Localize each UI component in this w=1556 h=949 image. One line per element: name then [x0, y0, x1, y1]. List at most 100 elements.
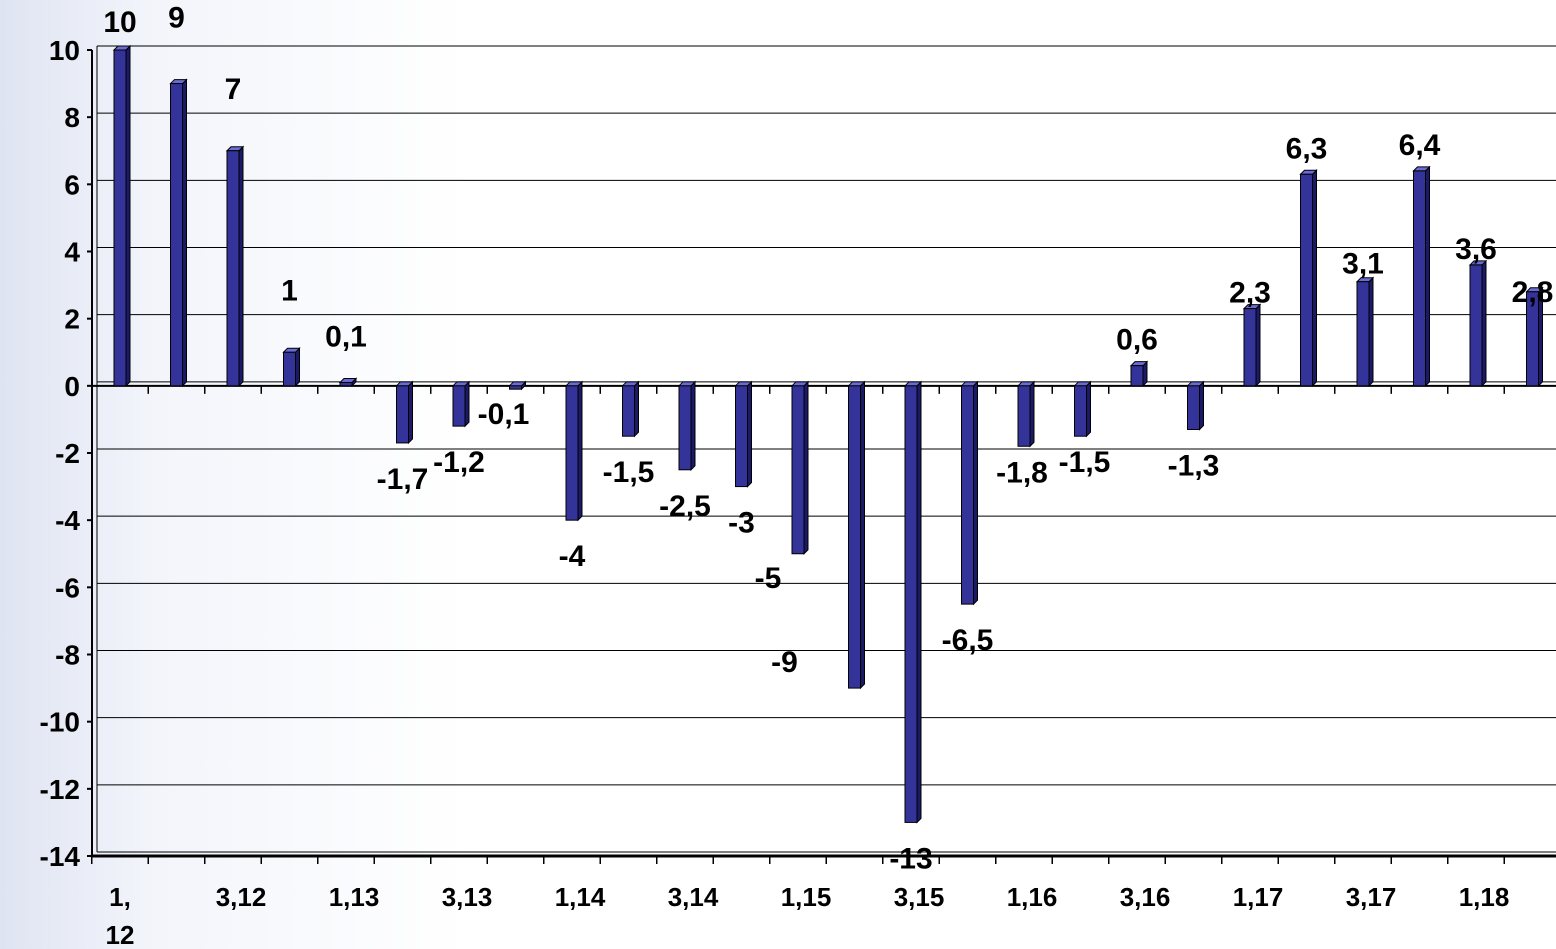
y-tick-label: -8 — [55, 640, 80, 671]
bar — [848, 385, 861, 689]
data-label: 10 — [103, 6, 136, 39]
bar-side — [1312, 169, 1317, 388]
x-tick-label-line: 3,16 — [1120, 882, 1171, 912]
x-tick-label: 1,14 — [555, 882, 606, 912]
bar — [170, 83, 183, 387]
bar — [1074, 385, 1087, 437]
data-label: 7 — [225, 73, 242, 106]
bar — [1300, 173, 1313, 387]
bar — [1017, 385, 1031, 447]
bar-side — [634, 380, 639, 438]
y-tick-label: 6 — [64, 169, 80, 200]
bar-side — [1255, 303, 1261, 388]
y-tick-label: -6 — [55, 572, 80, 603]
bar-side — [973, 380, 978, 606]
x-tick-label-line: 3,13 — [442, 882, 493, 912]
x-tick-label-line: 3,14 — [668, 882, 719, 912]
bar — [904, 385, 918, 823]
data-label: -4 — [559, 540, 586, 573]
data-label: -5 — [755, 562, 782, 595]
data-label: -1,5 — [603, 456, 655, 489]
bar-side — [747, 380, 752, 488]
x-tick-label: 1,13 — [329, 882, 380, 912]
data-label: -2,5 — [659, 490, 711, 523]
bar — [678, 385, 692, 471]
bar — [226, 150, 240, 387]
data-label: -1,2 — [433, 446, 485, 479]
bar — [961, 385, 974, 605]
data-label: -1,7 — [377, 463, 429, 496]
bar — [791, 385, 805, 555]
x-tick-label: 3,13 — [442, 882, 493, 912]
bar-side — [803, 380, 809, 555]
y-tick-label: -4 — [55, 505, 80, 536]
x-tick-label-line: 3,15 — [894, 882, 945, 912]
x-tick-label-line: 1,18 — [1459, 882, 1510, 912]
y-tick-label: 0 — [64, 371, 80, 402]
bar — [1130, 365, 1144, 387]
x-tick-label-line: 1,17 — [1233, 882, 1284, 912]
bar — [1243, 308, 1257, 387]
data-label: 2,3 — [1229, 277, 1271, 310]
bar — [622, 385, 635, 437]
data-label: -3 — [728, 507, 755, 540]
x-tick-label: 3,17 — [1346, 882, 1397, 912]
y-tick-label: 2 — [64, 304, 80, 335]
x-tick-label: 3,15 — [894, 882, 945, 912]
x-tick-label-line: 1,15 — [781, 882, 832, 912]
y-tick-label: 8 — [64, 102, 80, 133]
data-label: -9 — [771, 646, 798, 679]
bar-side — [690, 380, 696, 471]
bar-side — [1086, 380, 1091, 438]
data-label: 6,3 — [1286, 132, 1328, 165]
x-tick-label-line: 1,13 — [329, 882, 380, 912]
x-tick-label-line: 3,17 — [1346, 882, 1397, 912]
bar-side — [916, 380, 922, 824]
bar-side — [1368, 276, 1374, 388]
bar-side — [238, 145, 244, 388]
x-tick-label: 1,15 — [781, 882, 832, 912]
bar — [452, 385, 466, 427]
data-label: -6,5 — [942, 624, 994, 657]
bar — [283, 351, 296, 387]
y-tick-label: 4 — [64, 237, 80, 268]
bar-side — [464, 380, 470, 428]
bar — [113, 49, 127, 387]
x-tick-label: 3,12 — [216, 882, 267, 912]
bar-side — [860, 380, 865, 690]
x-tick-label-line: 1, — [109, 882, 131, 912]
x-tick-label: 1, 12 — [106, 882, 135, 949]
bar — [396, 385, 409, 444]
bar-side — [1425, 165, 1430, 388]
x-tick-label: 3,14 — [668, 882, 719, 912]
bar-side — [408, 380, 413, 445]
data-label: 3,1 — [1342, 248, 1384, 281]
bar — [1187, 385, 1200, 430]
x-tick-label: 1,18 — [1459, 882, 1510, 912]
bar — [1526, 291, 1539, 387]
data-label: -1,8 — [996, 456, 1048, 489]
x-tick-label-line: 12 — [106, 920, 135, 949]
bar — [339, 381, 353, 387]
data-label: 0,1 — [325, 320, 367, 353]
y-tick-label: -14 — [40, 841, 81, 872]
bar-side — [182, 78, 187, 388]
x-tick-label: 1,17 — [1233, 882, 1284, 912]
bar-side — [1029, 380, 1035, 448]
y-tick-label: -10 — [40, 707, 80, 738]
data-label: 0,6 — [1116, 324, 1158, 357]
x-tick-label-line: 3,12 — [216, 882, 267, 912]
bar-side — [1481, 259, 1487, 388]
data-label: -1,3 — [1168, 449, 1220, 482]
y-tick-label: 10 — [49, 35, 80, 66]
data-label: 9 — [168, 2, 185, 35]
bar — [509, 385, 522, 390]
data-label: 3,6 — [1455, 233, 1497, 266]
data-label: 2,8 — [1512, 276, 1554, 309]
bar-side — [1199, 380, 1204, 431]
bar — [565, 385, 579, 521]
data-label: -0,1 — [478, 398, 530, 431]
y-tick-label: -12 — [40, 774, 80, 805]
bar — [1413, 170, 1426, 387]
